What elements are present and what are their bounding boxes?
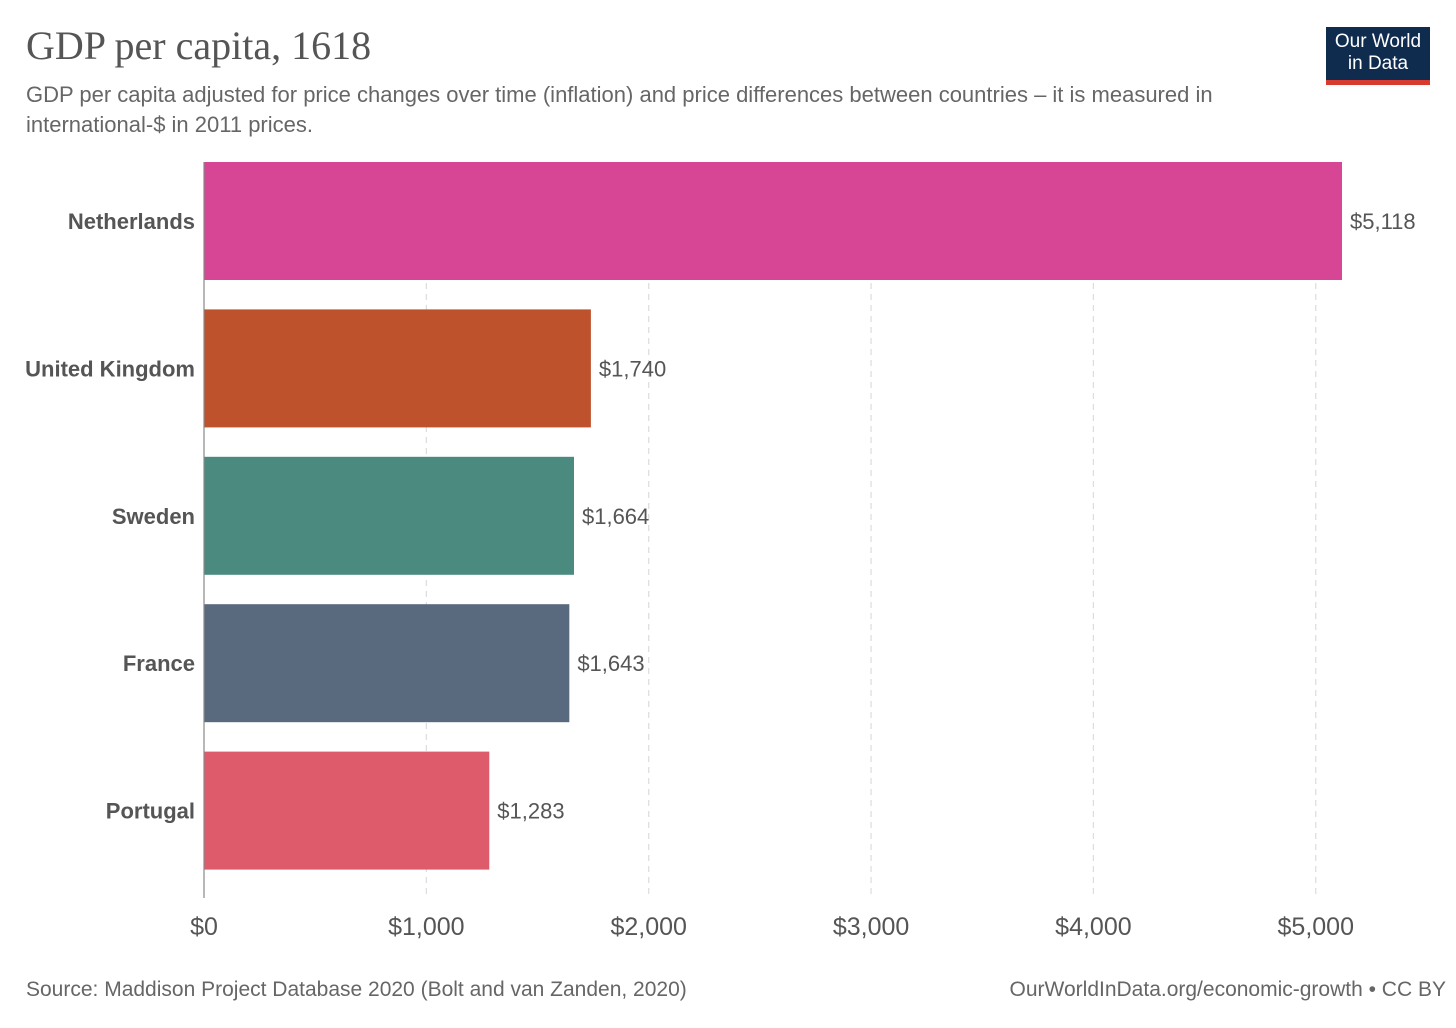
- x-tick-label: $4,000: [1055, 913, 1131, 941]
- logo-line-1: Our World: [1334, 31, 1422, 52]
- credit-link[interactable]: OurWorldInData.org/economic-growth • CC …: [1009, 978, 1446, 1001]
- chart-subtitle: GDP per capita adjusted for price change…: [26, 82, 1213, 137]
- x-tick-label: $1,000: [388, 913, 464, 941]
- value-label: $1,664: [582, 504, 649, 529]
- owid-logo[interactable]: Our World in Data: [1326, 27, 1430, 85]
- source-note: Source: Maddison Project Database 2020 (…: [26, 978, 687, 1001]
- x-tick-label: $3,000: [833, 913, 909, 941]
- value-label: $1,283: [497, 799, 564, 824]
- logo-line-2: in Data: [1347, 53, 1409, 74]
- bars: [204, 162, 1342, 870]
- category-label: United Kingdom: [25, 356, 195, 381]
- bar-sweden: [204, 456, 574, 575]
- category-label: Netherlands: [68, 209, 195, 234]
- axis: $0 $1,000 $2,000 $3,000 $4,000 $5,000 Netherla…: [25, 162, 1416, 941]
- x-tick-label: $0: [190, 913, 218, 941]
- x-tick-label: $2,000: [610, 913, 686, 941]
- chart-title: GDP per capita, 1618: [26, 23, 372, 68]
- x-tick-label: $5,000: [1278, 913, 1354, 941]
- bar-france: [204, 604, 570, 723]
- category-label: France: [123, 651, 195, 676]
- value-label: $1,643: [577, 651, 644, 676]
- bar-united-kingdom: [204, 309, 591, 428]
- value-label: $1,740: [599, 356, 666, 381]
- value-label: $5,118: [1350, 209, 1416, 234]
- bar-netherlands: [204, 162, 1342, 280]
- category-label: Portugal: [106, 799, 195, 824]
- category-label: Sweden: [112, 504, 195, 529]
- bar-portugal: [204, 751, 490, 870]
